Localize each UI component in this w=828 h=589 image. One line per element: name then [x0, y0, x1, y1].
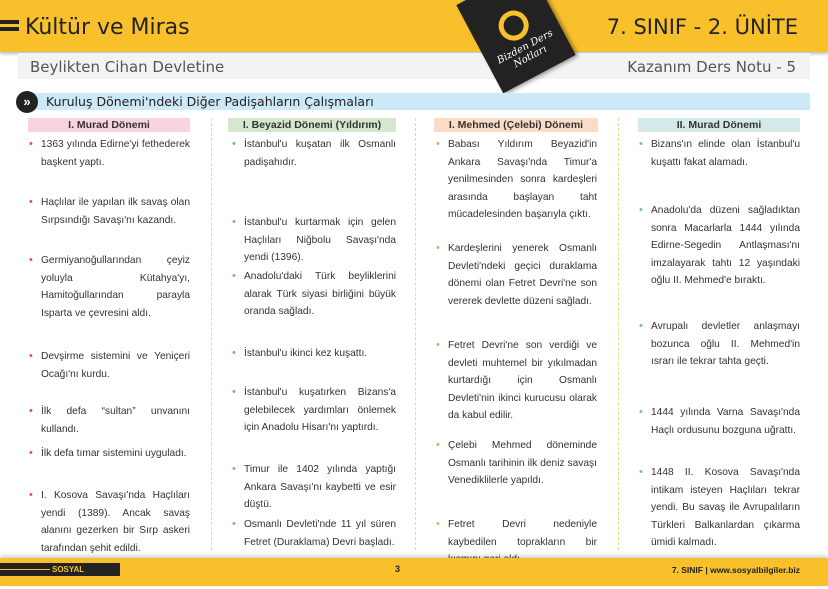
- list-item-text: İlk defa tımar sistemini uyguladı.: [41, 448, 187, 459]
- list-item-text: Bizans'ın elinde olan İstanbul'u kuşattı…: [651, 139, 800, 168]
- section-title: Kuruluş Dönemi'ndeki Diğer Padişahların …: [46, 94, 374, 109]
- list-item: • İlk defa “sultan” unvanını kullandı.: [29, 403, 190, 438]
- list-item-text: Germiyanoğullarından çeyiz yoluyla Kütah…: [41, 255, 190, 319]
- list-item: • İlk defa tımar sistemini uyguladı.: [29, 445, 190, 463]
- column-divider: [618, 118, 619, 550]
- list-item-text: Devşirme sistemini ve Yeniçeri Ocağı'nı …: [41, 351, 190, 380]
- list-item-text: Fetret Devri'ne son verdiği ve devleti m…: [448, 340, 597, 421]
- bullet-icon: •: [232, 386, 236, 398]
- bullet-icon: •: [232, 347, 236, 359]
- list-item: • Germiyanoğullarından çeyiz yoluyla Küta…: [29, 252, 190, 322]
- bullet-icon: •: [29, 489, 33, 501]
- bullet-icon: •: [29, 350, 33, 362]
- list-item: • Babası Yıldırım Beyazid'in Ankara Savaş…: [436, 136, 597, 224]
- page-title: Kültür ve Miras: [25, 15, 190, 40]
- list-item: • Anadolu'da düzeni sağladıktan sonra Mac…: [639, 202, 800, 290]
- unit-label: 7. SINIF - 2. ÜNİTE: [606, 15, 798, 39]
- column-header: I. Murad Dönemi: [28, 118, 190, 132]
- header-bar: [0, 0, 828, 52]
- list-item: • Anadolu'daki Türk beyliklerini alarak T…: [232, 268, 396, 321]
- list-item: • Fetret Devri'ne son verdiği ve devleti …: [436, 337, 597, 425]
- list-item: • İstanbul'u kurtarmak için gelen Haçlıla…: [232, 214, 396, 267]
- bullet-icon: •: [29, 447, 33, 459]
- bullet-icon: •: [232, 270, 236, 282]
- bullet-icon: •: [232, 138, 236, 150]
- list-item: • 1363 yılında Edirne'yi fethederek başke…: [29, 136, 190, 171]
- bullet-icon: •: [639, 320, 643, 332]
- bullet-icon: •: [232, 463, 236, 475]
- list-item: • İstanbul'u ikinci kez kuşattı.: [232, 345, 396, 363]
- list-item-text: İstanbul'u kuşatırken Bizans'a gelebilec…: [244, 387, 396, 433]
- footer-site: 7. SINIF | www.sosyalbilgiler.biz: [671, 565, 800, 575]
- list-item: • Haçlılar ile yapılan ilk savaş olan Sır…: [29, 194, 190, 229]
- section-bar: [30, 93, 810, 110]
- list-item-text: Timur ile 1402 yılında yaptığı Ankara Sa…: [244, 464, 396, 510]
- list-item: • Timur ile 1402 yılında yaptığı Ankara S…: [232, 461, 396, 514]
- list-item: • Osmanlı Devleti'nde 11 yıl süren Fetret…: [232, 516, 396, 551]
- column-header: I. Beyazid Dönemi (Yıldırım): [228, 118, 396, 132]
- list-item-text: Anadolu'daki Türk beyliklerini alarak Tü…: [244, 271, 396, 317]
- bullet-icon: •: [436, 339, 440, 351]
- bullet-icon: •: [232, 216, 236, 228]
- subtitle: Beylikten Cihan Devletine: [30, 58, 225, 76]
- list-item: • I. Kosova Savaşı'nda Haçlıları yendi (1…: [29, 487, 190, 557]
- list-item-text: Kardeşlerini yenerek Osmanlı Devleti'nde…: [448, 243, 597, 307]
- bullet-icon: •: [29, 138, 33, 150]
- bullet-icon: •: [232, 518, 236, 530]
- bullet-icon: •: [436, 439, 440, 451]
- bullet-icon: •: [639, 204, 643, 216]
- list-item: • Avrupalı devletler anlaşmayı bozunca oğ…: [639, 318, 800, 371]
- double-chevron-right-icon: »: [16, 91, 38, 113]
- list-item-text: Çelebi Mehmed döneminde Osmanlı tarihini…: [448, 440, 597, 486]
- list-item-text: Avrupalı devletler anlaşmayı bozunca oğl…: [651, 321, 800, 367]
- list-item-text: 1444 yılında Varna Savaşı'nda Haçlı ordu…: [651, 407, 800, 436]
- list-item-text: I. Kosova Savaşı'nda Haçlıları yendi (13…: [41, 490, 190, 554]
- menu-bars-icon: [0, 20, 19, 34]
- list-item: • Devşirme sistemini ve Yeniçeri Ocağı'nı…: [29, 348, 190, 383]
- column-divider: [415, 118, 416, 550]
- list-item: • 1448 II. Kosova Savaşı'nda intikam iste…: [639, 464, 800, 552]
- bullet-icon: •: [436, 138, 440, 150]
- footer-line: [0, 569, 50, 570]
- bullet-icon: •: [436, 242, 440, 254]
- list-item-text: İlk defa “sultan” unvanını kullandı.: [41, 406, 190, 435]
- list-item-text: 1448 II. Kosova Savaşı'nda intikam istey…: [651, 467, 800, 548]
- column-header: II. Murad Dönemi: [638, 118, 800, 132]
- bullet-icon: •: [29, 254, 33, 266]
- list-item-text: Anadolu'da düzeni sağladıktan sonra Maca…: [651, 205, 800, 286]
- list-item-text: 1363 yılında Edirne'yi fethederek başken…: [41, 139, 190, 168]
- lesson-note: Kazanım Ders Notu - 5: [627, 58, 796, 76]
- bullet-icon: •: [639, 466, 643, 478]
- list-item-text: Babası Yıldırım Beyazid'in Ankara Savaşı…: [448, 139, 597, 220]
- list-item-text: İstanbul'u kuşatan ilk Osmanlı padişahıd…: [244, 139, 396, 168]
- bullet-icon: •: [436, 518, 440, 530]
- list-item-text: İstanbul'u kurtarmak için gelen Haçlılar…: [244, 217, 396, 263]
- list-item: • Kardeşlerini yenerek Osmanlı Devleti'nd…: [436, 240, 597, 310]
- list-item-text: Haçlılar ile yapılan ilk savaş olan Sırp…: [41, 197, 190, 226]
- list-item: • Bizans'ın elinde olan İstanbul'u kuşatt…: [639, 136, 800, 171]
- list-item: • İstanbul'u kuşatırken Bizans'a gelebile…: [232, 384, 396, 437]
- footer-bar: [0, 558, 828, 586]
- bullet-icon: •: [639, 406, 643, 418]
- list-item: • Çelebi Mehmed döneminde Osmanlı tarihin…: [436, 437, 597, 490]
- column-divider: [211, 118, 212, 550]
- page-number: 3: [395, 564, 401, 574]
- list-item: • İstanbul'u kuşatan ilk Osmanlı padişahı…: [232, 136, 396, 171]
- bullet-icon: •: [29, 405, 33, 417]
- subject-label: SOSYAL BİLGİLER: [0, 563, 120, 587]
- column-header: I. Mehmed (Çelebi) Dönemi: [434, 118, 598, 132]
- list-item-text: Osmanlı Devleti'nde 11 yıl süren Fetret …: [244, 519, 396, 548]
- bullet-icon: •: [29, 196, 33, 208]
- list-item-text: İstanbul'u ikinci kez kuşattı.: [244, 348, 368, 359]
- subtitle-bar: [18, 53, 810, 79]
- bullet-icon: •: [639, 138, 643, 150]
- list-item: • 1444 yılında Varna Savaşı'nda Haçlı ord…: [639, 404, 800, 439]
